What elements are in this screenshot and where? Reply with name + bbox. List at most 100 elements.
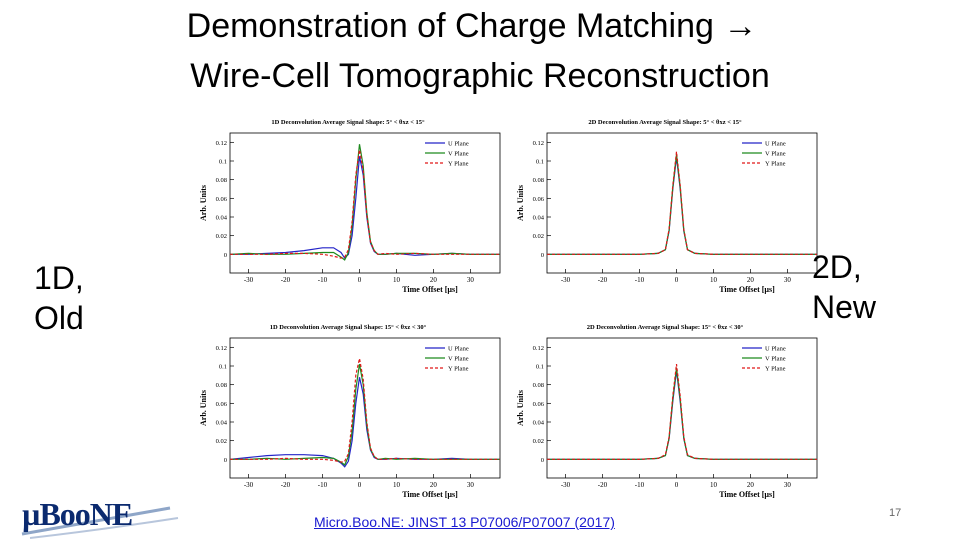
x-tick-label: 30 (784, 276, 792, 284)
x-tick-label: -10 (318, 276, 328, 284)
y-tick-label: 0.06 (533, 196, 545, 203)
legend-label: Y Plane (448, 161, 469, 168)
y-tick-label: 0 (224, 252, 227, 259)
series-line-y-plane (547, 364, 817, 460)
series-line-y-plane (547, 151, 817, 255)
left-label-line1: 1D, (34, 260, 84, 296)
x-tick-label: -20 (598, 481, 608, 489)
y-axis-label: Arb. Units (199, 185, 208, 221)
x-tick-label: 0 (675, 276, 679, 284)
x-tick-label: -10 (318, 481, 328, 489)
y-tick-label: 0 (224, 457, 227, 464)
y-tick-label: 0.1 (536, 364, 544, 371)
x-tick-label: -30 (561, 481, 571, 489)
legend-label: Y Plane (765, 161, 786, 168)
y-tick-label: 0.08 (533, 177, 544, 184)
x-tick-label: 30 (784, 481, 792, 489)
y-tick-label: 0.06 (533, 401, 545, 408)
y-tick-label: 0.1 (536, 159, 544, 166)
y-tick-label: 0.04 (216, 215, 228, 222)
x-tick-label: 10 (710, 276, 718, 284)
y-tick-label: 0.12 (533, 345, 544, 352)
series-line-u-plane (230, 156, 500, 260)
x-tick-label: 0 (675, 481, 679, 489)
y-tick-label: 0.04 (216, 420, 228, 427)
chart-title: 1D Deconvolution Average Signal Shape: 5… (271, 119, 425, 126)
chart-1d-15-30: 1D Deconvolution Average Signal Shape: 1… (188, 318, 508, 508)
x-tick-label: 20 (747, 276, 755, 284)
x-tick-label: -10 (635, 481, 645, 489)
slide-title-line2: Wire-Cell Tomographic Reconstruction (190, 57, 770, 95)
x-axis-label: Time Offset [µs] (719, 490, 775, 499)
y-tick-label: 0.1 (219, 159, 227, 166)
chart-title: 2D Deconvolution Average Signal Shape: 1… (587, 324, 744, 331)
x-tick-label: 20 (430, 481, 438, 489)
legend-label: U Plane (448, 141, 469, 148)
chart-svg: 2D Deconvolution Average Signal Shape: 5… (516, 119, 818, 294)
legend-label: V Plane (448, 356, 469, 363)
y-tick-label: 0.02 (533, 438, 544, 445)
y-tick-label: 0.12 (533, 140, 544, 147)
x-axis-label: Time Offset [µs] (402, 490, 458, 499)
chart-title: 1D Deconvolution Average Signal Shape: 1… (270, 324, 427, 331)
y-tick-label: 0.12 (216, 140, 227, 147)
y-tick-label: 0.04 (533, 215, 545, 222)
plot-frame (546, 132, 818, 274)
x-tick-label: 10 (393, 276, 401, 284)
x-axis-label: Time Offset [µs] (719, 285, 775, 294)
reference-link[interactable]: Micro.Boo.NE: JINST 13 P07006/P07007 (20… (314, 514, 615, 530)
chart-1d-5-15: 1D Deconvolution Average Signal Shape: 5… (188, 113, 508, 303)
series-line-v-plane (230, 363, 500, 466)
y-tick-label: 0.06 (216, 196, 228, 203)
chart-title: 2D Deconvolution Average Signal Shape: 5… (588, 119, 742, 126)
y-tick-label: 0.02 (533, 233, 544, 240)
x-tick-label: 30 (467, 276, 475, 284)
x-tick-label: 20 (430, 276, 438, 284)
x-tick-label: 0 (358, 481, 362, 489)
y-tick-label: 0.02 (216, 233, 227, 240)
y-axis-label: Arb. Units (516, 390, 525, 426)
right-label-line1: 2D, (812, 249, 862, 285)
y-axis-label: Arb. Units (516, 185, 525, 221)
x-tick-label: -20 (281, 276, 291, 284)
legend-label: Y Plane (448, 366, 469, 373)
left-label-line2: Old (34, 300, 84, 336)
chart-svg: 2D Deconvolution Average Signal Shape: 1… (516, 324, 818, 499)
y-tick-label: 0.08 (216, 177, 227, 184)
y-tick-label: 0.02 (216, 438, 227, 445)
x-tick-label: 30 (467, 481, 475, 489)
y-tick-label: 0 (541, 252, 544, 259)
series-line-v-plane (229, 144, 500, 261)
slide-title-line1: Demonstration of Charge Matching → (186, 7, 758, 45)
series-line-y-plane (230, 358, 500, 463)
plot-frame (229, 337, 501, 479)
logo-swoosh-icon (21, 506, 179, 539)
y-tick-label: 0.1 (219, 364, 227, 371)
x-tick-label: 0 (358, 276, 362, 284)
x-tick-label: 10 (710, 481, 718, 489)
x-tick-label: -30 (561, 276, 571, 284)
y-tick-label: 0.08 (216, 382, 227, 389)
logo-text: µBooNE (22, 496, 133, 532)
x-tick-label: 20 (747, 481, 755, 489)
plot-frame (546, 337, 818, 479)
page-number: 17 (889, 507, 902, 519)
microboone-logo: µBooNE (20, 494, 180, 540)
y-tick-label: 0 (541, 457, 544, 464)
y-tick-label: 0.04 (533, 420, 545, 427)
right-label: 2D, New (812, 247, 876, 327)
y-axis-label: Arb. Units (199, 390, 208, 426)
legend-label: V Plane (765, 151, 786, 158)
legend-label: U Plane (448, 346, 469, 353)
legend-label: V Plane (765, 356, 786, 363)
chart-2d-5-15: 2D Deconvolution Average Signal Shape: 5… (505, 113, 825, 303)
chart-2d-15-30: 2D Deconvolution Average Signal Shape: 1… (505, 318, 825, 508)
x-tick-label: -20 (281, 481, 291, 489)
y-tick-label: 0.08 (533, 382, 544, 389)
y-tick-label: 0.12 (216, 345, 227, 352)
chart-svg: 1D Deconvolution Average Signal Shape: 1… (199, 324, 501, 499)
right-label-line2: New (812, 289, 877, 325)
x-axis-label: Time Offset [µs] (402, 285, 458, 294)
y-tick-label: 0.06 (216, 401, 228, 408)
legend-label: U Plane (765, 346, 786, 353)
